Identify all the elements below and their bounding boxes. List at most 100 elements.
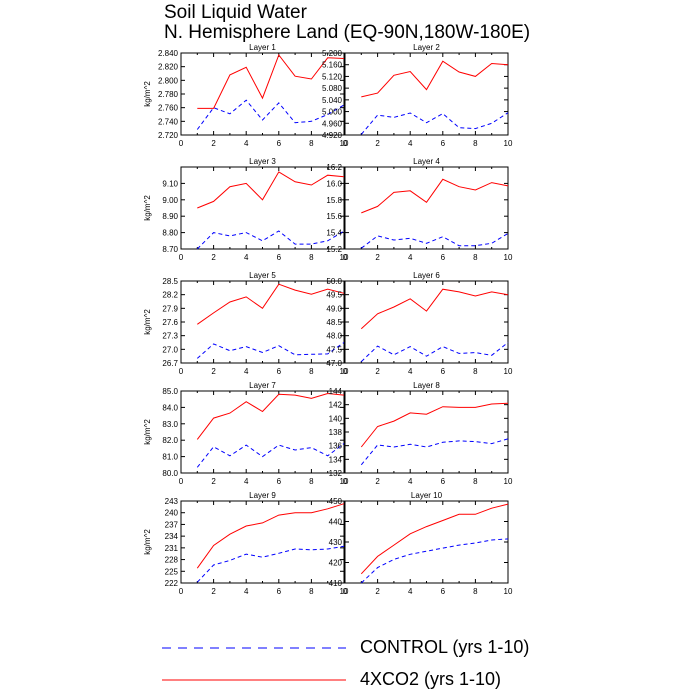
plot-frame xyxy=(180,166,345,250)
x-tick-label: 2 xyxy=(375,587,380,596)
y-tick-label: 2.720 xyxy=(158,131,179,140)
x-tick-label: 6 xyxy=(441,477,446,486)
y-tick-label: 142 xyxy=(329,401,343,410)
y-tick-label: 237 xyxy=(165,520,179,529)
y-tick-label: 5.000 xyxy=(322,108,343,117)
series-line-control xyxy=(196,230,345,250)
x-tick-label: 2 xyxy=(211,253,216,262)
x-tick-label: 6 xyxy=(277,253,282,262)
y-tick-label: 15.8 xyxy=(326,196,342,205)
y-tick-label: 49.5 xyxy=(326,291,342,300)
x-tick-label: 10 xyxy=(340,139,349,148)
y-tick-label: 2.800 xyxy=(158,76,179,85)
y-tick-label: 8.70 xyxy=(162,245,178,254)
legend: CONTROL (yrs 1-10) 4XCO2 (yrs 1-10) xyxy=(160,630,560,700)
y-tick-label: 15.2 xyxy=(326,245,342,254)
x-tick-label: 2 xyxy=(375,477,380,486)
y-tick-label: 27.6 xyxy=(162,318,178,327)
x-tick-label: 4 xyxy=(408,477,413,486)
y-axis-label: kg/m^2 xyxy=(143,529,152,555)
series-line-4xco2 xyxy=(360,503,509,575)
y-tick-label: 85.0 xyxy=(162,387,178,396)
x-tick-label: 10 xyxy=(340,477,349,486)
y-tick-label: 16.0 xyxy=(326,179,342,188)
y-tick-label: 5.200 xyxy=(322,49,343,58)
plot-frame xyxy=(180,500,345,584)
y-tick-label: 243 xyxy=(165,497,179,506)
series-line-control xyxy=(360,112,509,135)
y-axis-label: kg/m^2 xyxy=(143,309,152,335)
y-tick-label: 240 xyxy=(165,509,179,518)
chart-layer-3: Layer 3 0 2 4 6 8 10 8.70 8.80 8.90 9.00 9.10 kg/m^2 xyxy=(143,157,349,262)
y-tick-label: 49.0 xyxy=(326,304,342,313)
series-line-control xyxy=(196,342,345,359)
x-tick-label: 0 xyxy=(343,139,348,148)
x-tick-label: 2 xyxy=(211,477,216,486)
y-tick-label: 222 xyxy=(165,579,179,588)
y-tick-label: 430 xyxy=(329,538,343,547)
y-tick-label: 231 xyxy=(165,544,179,553)
y-tick-label: 27.0 xyxy=(162,345,178,354)
x-tick-label: 4 xyxy=(408,367,413,376)
y-tick-label: 4.960 xyxy=(322,119,343,128)
y-tick-label: 15.6 xyxy=(326,212,342,221)
y-tick-label: 9.00 xyxy=(162,196,178,205)
x-tick-label: 8 xyxy=(309,253,314,262)
y-axis-label: kg/m^2 xyxy=(143,195,152,221)
plot-frame xyxy=(344,166,509,250)
plot-frame xyxy=(344,280,509,364)
x-tick-label: 10 xyxy=(504,587,513,596)
x-tick-label: 4 xyxy=(408,253,413,262)
y-tick-label: 47.5 xyxy=(326,345,342,354)
x-tick-label: 2 xyxy=(375,253,380,262)
chart-layer-1: Layer 1 0 2 4 6 8 10 2.720 2.740 2.760 2.780 2.800 2… xyxy=(143,43,349,148)
x-tick-label: 4 xyxy=(244,253,249,262)
x-tick-label: 4 xyxy=(244,367,249,376)
series-line-control xyxy=(196,545,345,583)
y-tick-label: 225 xyxy=(165,567,179,576)
x-tick-label: 0 xyxy=(343,587,348,596)
chart-layer-9: Layer 9 0 2 4 6 8 10 222 225 228 231 234 237 240 243 kg… xyxy=(143,491,349,596)
chart-title: Layer 8 xyxy=(413,381,440,390)
y-tick-label: 8.90 xyxy=(162,212,178,221)
chart-title: Layer 4 xyxy=(413,157,440,166)
y-tick-label: 450 xyxy=(329,497,343,506)
series-line-4xco2 xyxy=(361,60,509,98)
x-tick-label: 10 xyxy=(504,139,513,148)
series-line-control xyxy=(360,438,509,466)
y-tick-label: 2.760 xyxy=(158,104,179,113)
y-tick-label: 27.3 xyxy=(162,332,178,341)
y-tick-label: 5.160 xyxy=(322,61,343,70)
y-tick-label: 82.0 xyxy=(162,436,178,445)
x-tick-label: 0 xyxy=(179,477,184,486)
x-tick-label: 0 xyxy=(179,367,184,376)
x-tick-label: 10 xyxy=(504,367,513,376)
plot-frame xyxy=(344,500,509,584)
series-line-control xyxy=(196,99,345,130)
x-tick-label: 10 xyxy=(340,367,349,376)
chart-title: Layer 7 xyxy=(249,381,276,390)
x-tick-label: 2 xyxy=(211,139,216,148)
x-tick-label: 2 xyxy=(375,367,380,376)
x-tick-label: 8 xyxy=(309,477,314,486)
x-tick-label: 6 xyxy=(277,139,282,148)
series-line-control xyxy=(360,232,509,249)
x-tick-label: 10 xyxy=(504,477,513,486)
series-line-4xco2 xyxy=(196,503,345,569)
x-tick-label: 8 xyxy=(309,587,314,596)
series-line-control xyxy=(360,342,509,362)
y-tick-label: 27.9 xyxy=(162,304,178,313)
x-tick-label: 8 xyxy=(309,367,314,376)
x-tick-label: 2 xyxy=(211,367,216,376)
y-tick-label: 15.4 xyxy=(326,229,342,238)
y-tick-label: 84.0 xyxy=(162,403,178,412)
x-tick-label: 4 xyxy=(408,587,413,596)
y-tick-label: 132 xyxy=(329,469,343,478)
y-tick-label: 48.0 xyxy=(326,332,342,341)
x-tick-label: 8 xyxy=(473,587,478,596)
y-tick-label: 234 xyxy=(165,532,179,541)
y-tick-label: 5.080 xyxy=(322,84,343,93)
